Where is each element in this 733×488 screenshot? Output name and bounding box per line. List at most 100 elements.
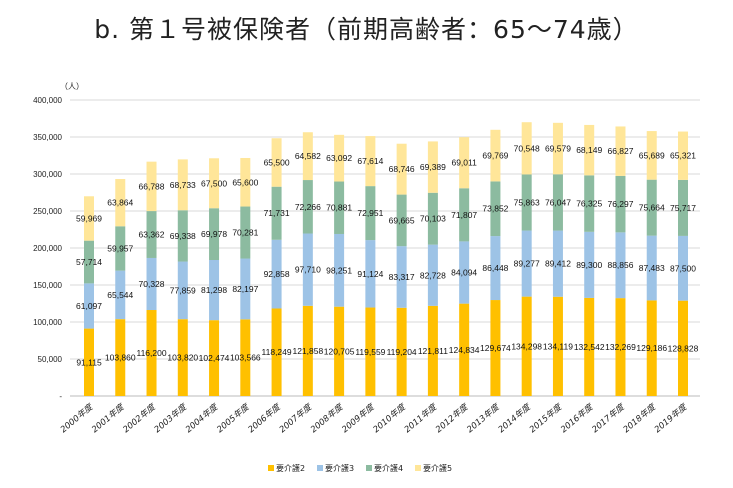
bar-segment [271, 186, 282, 240]
bar-segment [678, 300, 688, 396]
x-tick-label: 2009年度 [340, 401, 378, 435]
x-tick-label: 2006年度 [246, 401, 284, 435]
bar-segment [490, 300, 501, 396]
x-tick-label: 2014年度 [496, 401, 534, 435]
data-label: 65,600 [232, 177, 258, 187]
x-tick-label: 2003年度 [152, 401, 190, 435]
data-label: 87,483 [639, 263, 665, 273]
bar-segment [365, 186, 376, 241]
data-label: 134,119 [543, 341, 573, 351]
data-label: 82,197 [232, 284, 258, 294]
y-axis-label: （人） [60, 82, 84, 91]
bar-segment [209, 208, 220, 261]
bar-segment [115, 226, 126, 271]
x-tick-label: 2004年度 [183, 401, 221, 435]
data-label: 69,579 [545, 144, 571, 154]
data-label: 87,500 [670, 263, 696, 273]
data-label: 65,321 [670, 151, 696, 161]
y-tick-label: 300,000 [33, 170, 62, 179]
data-label: 71,807 [451, 210, 477, 220]
bar-segment [521, 230, 532, 297]
data-label: 75,664 [639, 203, 665, 213]
x-tick-label: 2010年度 [371, 401, 409, 435]
data-label: 63,864 [107, 198, 133, 208]
data-label: 70,281 [232, 228, 258, 238]
bar-segment [396, 307, 407, 396]
bar-segment [459, 188, 470, 242]
data-label: 70,548 [514, 143, 540, 153]
bar-segment [240, 319, 251, 396]
chart-title: b. 第１号被保険者（前期高齢者：65～74歳） [94, 15, 639, 44]
data-label: 134,298 [511, 341, 542, 351]
x-tick-label: 2008年度 [308, 401, 346, 435]
bar-segment [584, 231, 595, 298]
data-label: 81,298 [201, 285, 227, 295]
y-tick-label: - [59, 392, 62, 401]
data-label: 86,448 [482, 263, 508, 273]
bar-segment [334, 181, 345, 234]
bar-segment [490, 129, 501, 182]
bar-segment [521, 122, 532, 175]
data-label: 82,728 [420, 270, 446, 280]
data-label: 61,097 [76, 301, 102, 311]
x-tick-label: 2017年度 [590, 401, 628, 435]
bar-segment [552, 122, 563, 175]
bar-segment [396, 246, 407, 308]
data-label: 89,300 [576, 260, 602, 270]
bar-segment [521, 296, 532, 396]
bar-segment [427, 141, 438, 193]
data-label: 69,978 [201, 229, 227, 239]
data-label: 98,251 [326, 265, 352, 275]
bar-segment [615, 298, 626, 396]
bar-segment [459, 303, 470, 396]
bar-segment [84, 196, 94, 241]
bar-segment [615, 175, 626, 233]
data-label: 66,827 [607, 146, 633, 156]
x-tick-label: 2015年度 [527, 401, 565, 435]
bar-segment [678, 131, 688, 180]
bar-segment [365, 240, 376, 308]
x-tick-label: 2012年度 [433, 401, 471, 435]
data-label: 91,124 [357, 269, 383, 279]
bar-segment [302, 132, 313, 181]
data-label: 67,614 [357, 156, 383, 166]
bar-segment [115, 319, 126, 396]
y-tick-label: 400,000 [33, 96, 62, 105]
data-label: 73,852 [482, 204, 508, 214]
bar-segment [302, 180, 313, 234]
x-tick-label: 2016年度 [558, 401, 596, 435]
data-label: 63,092 [326, 153, 352, 163]
bar-segment [646, 131, 657, 180]
data-label: 69,389 [420, 162, 446, 172]
data-label: 119,204 [387, 347, 417, 357]
y-tick-label: 250,000 [33, 207, 62, 216]
bar-segment [209, 158, 220, 209]
bar-segment [365, 136, 376, 187]
data-label: 118,249 [262, 347, 292, 357]
x-tick-label: 2001年度 [90, 401, 128, 435]
data-label: 72,951 [357, 208, 383, 218]
bar-segment [615, 232, 626, 299]
legend-label: 要介護3 [325, 463, 354, 473]
data-label: 67,500 [201, 178, 227, 188]
x-tick-label: 2007年度 [277, 401, 315, 435]
data-label: 69,769 [482, 151, 508, 161]
bar-segment [84, 240, 94, 284]
data-label: 75,863 [514, 197, 540, 207]
bar-segment [521, 174, 532, 231]
data-label: 69,338 [170, 231, 196, 241]
data-label: 70,328 [139, 279, 165, 289]
data-label: 91,115 [76, 357, 102, 367]
bar-segment [271, 239, 282, 309]
data-label: 103,820 [167, 353, 198, 363]
legend-swatch [268, 465, 274, 471]
bar-segment [552, 174, 563, 231]
data-label: 59,969 [76, 213, 102, 223]
bar-segment [552, 296, 563, 396]
bar-segment [177, 319, 188, 396]
bar-segment [396, 143, 407, 195]
bar-segment [146, 161, 157, 212]
data-label: 84,094 [451, 268, 477, 278]
bar-segment [646, 235, 657, 301]
data-label: 69,665 [389, 215, 415, 225]
